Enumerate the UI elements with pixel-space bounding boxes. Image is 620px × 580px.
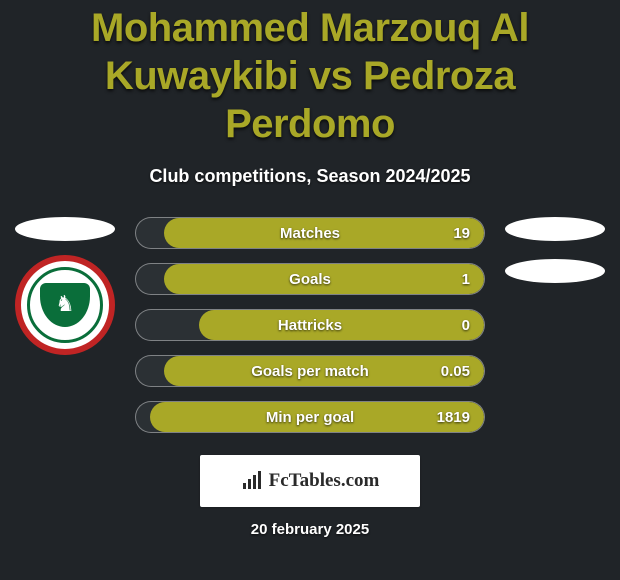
stat-bar-label: Goals [136, 264, 484, 294]
stat-bar-label: Hattricks [136, 310, 484, 340]
stat-bar-value: 1 [462, 264, 470, 294]
comparison-infographic: Mohammed Marzouq Al Kuwaykibi vs Pedroza… [0, 0, 620, 580]
club-badge-ettifaq: ♞ [15, 255, 115, 355]
brand-text: FcTables.com [269, 470, 380, 492]
right-column [490, 217, 620, 295]
stat-bar-label: Goals per match [136, 356, 484, 386]
horse-icon: ♞ [55, 293, 75, 315]
stat-bar-value: 19 [453, 218, 470, 248]
stat-bar-goals: Goals 1 [135, 263, 485, 295]
stat-bar-label: Min per goal [136, 402, 484, 432]
stats-area: ♞ Matches 19 Goals 1 Hattricks 0 [0, 217, 620, 447]
right-placeholder-ellipse-1 [505, 217, 605, 241]
brand-box: FcTables.com [200, 455, 420, 507]
right-placeholder-ellipse-2 [505, 259, 605, 283]
bar-chart-icon [241, 470, 263, 492]
left-placeholder-ellipse [15, 217, 115, 241]
stat-bar-matches: Matches 19 [135, 217, 485, 249]
stat-bars: Matches 19 Goals 1 Hattricks 0 Goals per… [135, 217, 485, 447]
date-label: 20 february 2025 [0, 521, 620, 538]
stat-bar-hattricks: Hattricks 0 [135, 309, 485, 341]
stat-bar-mpg: Min per goal 1819 [135, 401, 485, 433]
stat-bar-value: 0 [462, 310, 470, 340]
left-column: ♞ [0, 217, 130, 355]
stat-bar-value: 0.05 [441, 356, 470, 386]
stat-bar-gpm: Goals per match 0.05 [135, 355, 485, 387]
page-title: Mohammed Marzouq Al Kuwaykibi vs Pedroza… [0, 4, 620, 148]
stat-bar-value: 1819 [437, 402, 470, 432]
page-subtitle: Club competitions, Season 2024/2025 [0, 166, 620, 187]
stat-bar-label: Matches [136, 218, 484, 248]
